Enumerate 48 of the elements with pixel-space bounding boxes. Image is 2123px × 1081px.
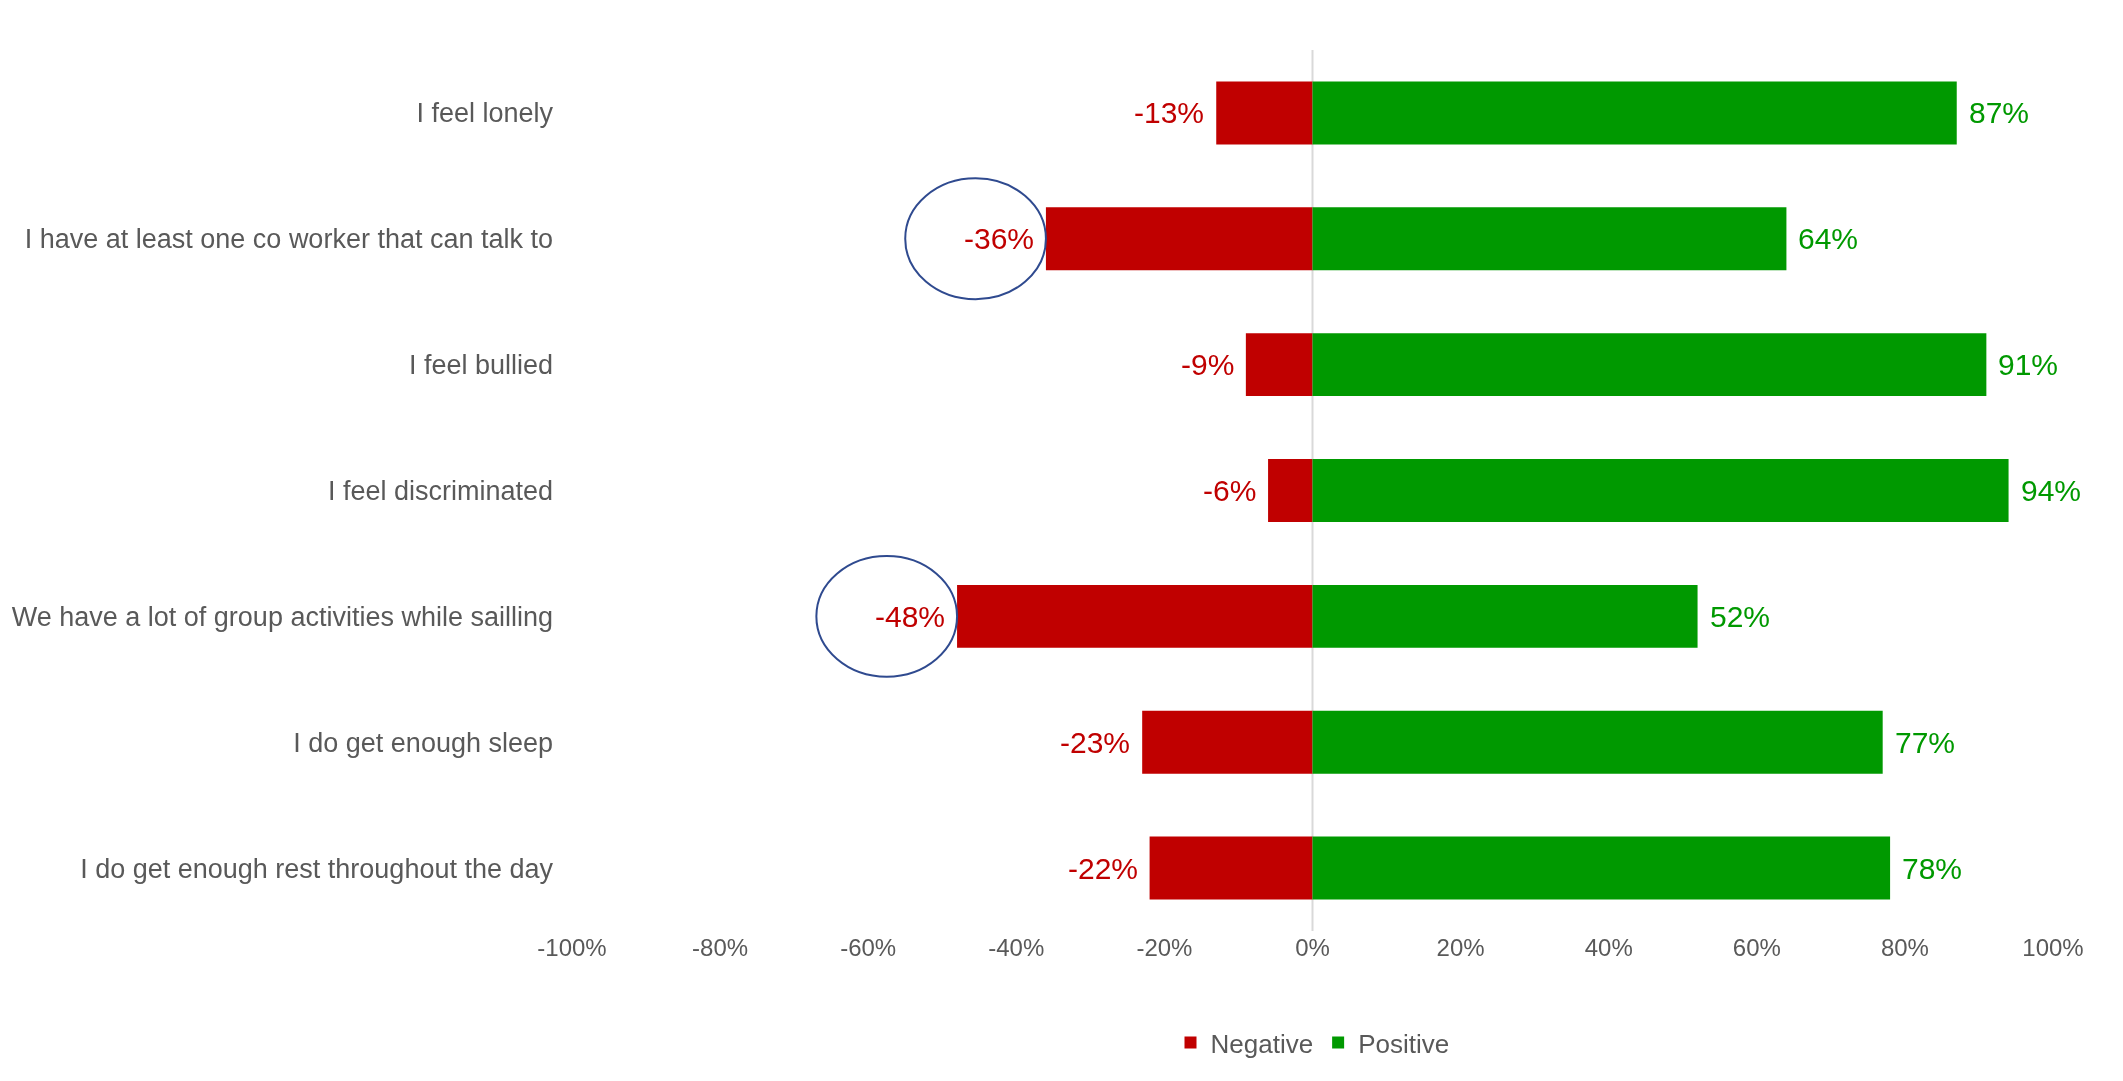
bar (1149, 836, 1313, 900)
bar (1245, 333, 1313, 397)
bar (1045, 207, 1313, 271)
data-label: 87% (1969, 96, 2030, 129)
data-label: 77% (1895, 726, 1956, 759)
data-label: 91% (1998, 348, 2059, 381)
y-tick-label: I feel bullied (408, 350, 553, 381)
x-tick-label: 100% (2022, 934, 2084, 961)
data-label: -13% (1134, 96, 1205, 129)
x-tick-label: 20% (1436, 934, 1485, 961)
bar (1142, 710, 1313, 774)
x-tick-label: 40% (1584, 934, 1633, 961)
y-tick-label: We have a lot of group activities while sailling (11, 601, 553, 632)
y-tick-label: I do get enough rest throughout the day (80, 853, 554, 884)
bar (1312, 333, 1987, 397)
x-tick-label: 60% (1732, 934, 1781, 961)
bar (1216, 81, 1313, 145)
legend-label: Negative (1210, 1028, 1314, 1059)
bar (1312, 207, 1787, 271)
bar (957, 584, 1313, 648)
data-label: 64% (1798, 222, 1859, 255)
bar (1268, 459, 1313, 522)
bar (1312, 584, 1698, 648)
x-tick-label: 0% (1295, 934, 1330, 961)
x-tick-label: -80% (692, 934, 749, 961)
data-label: 94% (2021, 474, 2082, 507)
y-tick-label: I feel lonely (416, 98, 554, 129)
y-tick-label: I have at least one co worker that can talk to (24, 224, 553, 255)
data-label: -9% (1181, 348, 1235, 381)
x-tick-label: 80% (1880, 934, 1929, 961)
y-tick-label: I do get enough sleep (293, 727, 553, 758)
data-label: -22% (1068, 852, 1139, 885)
x-tick-label: -60% (840, 934, 897, 961)
x-tick-label: -40% (988, 934, 1045, 961)
bar (1312, 81, 1957, 145)
data-label: -23% (1060, 726, 1131, 759)
x-tick-label: -20% (1136, 934, 1193, 961)
bar (1312, 836, 1891, 900)
data-label: 78% (1902, 852, 1963, 885)
y-tick-label: I feel discriminated (327, 475, 553, 506)
bar (1312, 710, 1883, 774)
bar (1312, 459, 2009, 522)
data-label: -48% (875, 600, 946, 633)
data-label: -36% (964, 222, 1035, 255)
data-label: -6% (1203, 474, 1257, 507)
x-tick-label: -100% (537, 934, 607, 961)
data-label: 52% (1710, 600, 1771, 633)
legend-label: Positive (1358, 1028, 1450, 1059)
